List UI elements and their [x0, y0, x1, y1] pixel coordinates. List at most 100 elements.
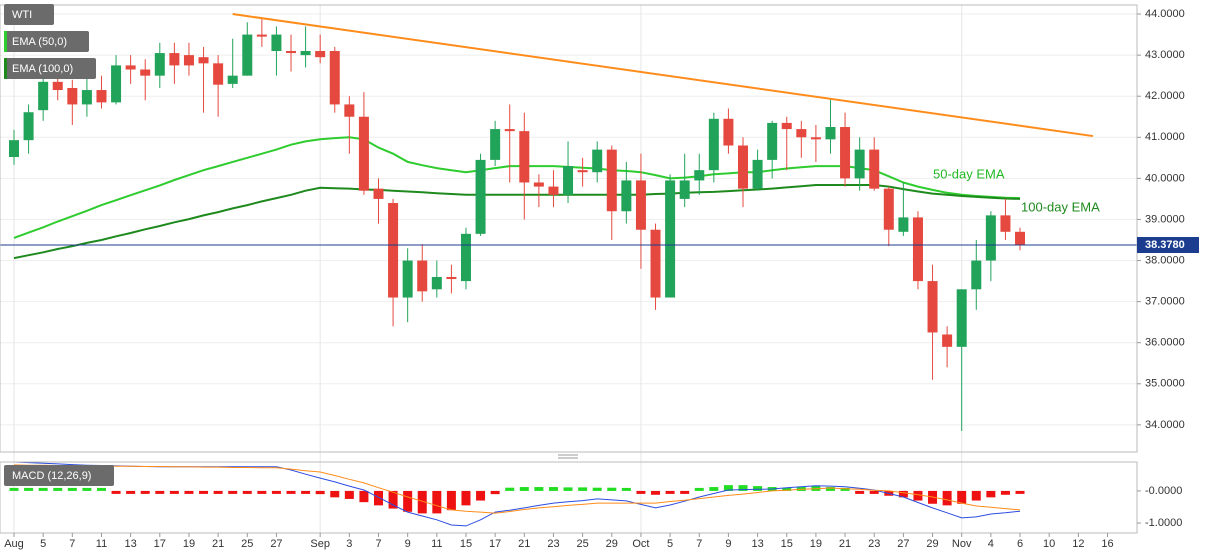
- candle-body: [169, 53, 180, 66]
- candle-body: [67, 87, 78, 105]
- candle-body: [446, 276, 457, 280]
- candle-body: [942, 334, 953, 347]
- x-tick-label: 29: [926, 538, 938, 550]
- histogram-bar: [476, 490, 486, 501]
- candle-body: [256, 34, 267, 37]
- legend-label: EMA (50,0): [12, 36, 67, 48]
- legend-box: [4, 4, 54, 25]
- histogram-bar: [519, 487, 529, 491]
- x-tick-label: 9: [405, 538, 411, 550]
- y-tick-label: 44.0000: [1145, 8, 1185, 20]
- x-tick-label: 19: [183, 538, 195, 550]
- x-tick-label: 13: [125, 538, 137, 550]
- candle-body: [81, 90, 92, 105]
- legend-box: [4, 31, 89, 52]
- candle-body: [183, 55, 194, 66]
- candle-body: [490, 129, 501, 160]
- candle-body: [592, 149, 603, 173]
- candle-body: [329, 51, 340, 105]
- histogram-bar: [957, 490, 967, 504]
- histogram-bar: [446, 490, 456, 511]
- histogram-bar: [82, 487, 92, 491]
- x-tick-label: Oct: [632, 538, 649, 550]
- candle-body: [956, 289, 967, 347]
- candle-body: [927, 281, 938, 333]
- candle-body: [519, 131, 530, 183]
- histogram-bar: [607, 487, 617, 491]
- histogram-bar: [330, 490, 340, 498]
- histogram-bar: [140, 490, 150, 494]
- candle-body: [38, 81, 49, 111]
- candle-body: [796, 129, 807, 138]
- histogram-bar: [913, 490, 923, 501]
- x-tick-label: 15: [460, 538, 472, 550]
- x-tick-label: 11: [96, 538, 107, 550]
- histogram-bar: [257, 490, 267, 494]
- candle-body: [548, 186, 559, 195]
- x-tick-label: 12: [1072, 538, 1084, 550]
- legend-ema50: EMA (50,0): [4, 31, 89, 52]
- histogram-bar: [388, 490, 398, 509]
- candle-body: [300, 51, 311, 56]
- y-tick-label: 38.0000: [1145, 254, 1185, 266]
- histogram-bar: [111, 490, 121, 494]
- candle-body: [533, 182, 544, 187]
- y-tick-label: 34.0000: [1145, 419, 1185, 431]
- last-price-label: 38.3780: [1145, 239, 1185, 251]
- y-tick-label: 39.0000: [1145, 213, 1185, 225]
- candle-body: [358, 116, 369, 191]
- x-tick-label: 23: [547, 538, 559, 550]
- x-tick-label: 3: [346, 538, 352, 550]
- x-tick-label: 16: [1101, 538, 1113, 550]
- histogram-bar: [782, 487, 792, 491]
- x-tick-label: 4: [988, 538, 994, 550]
- candle-body: [840, 127, 851, 179]
- x-tick-label: 7: [696, 538, 702, 550]
- histogram-bar: [694, 487, 704, 491]
- candle-body: [213, 63, 224, 85]
- histogram-bar: [126, 490, 136, 494]
- histogram-bar: [286, 490, 296, 494]
- histogram-bar: [505, 487, 515, 491]
- candle-body: [723, 118, 734, 146]
- candle-body: [417, 260, 428, 292]
- histogram-bar: [738, 485, 748, 491]
- histogram-bar: [578, 487, 588, 491]
- candle-body: [23, 112, 34, 141]
- legend-swatch: [4, 58, 7, 79]
- candle-body: [635, 180, 646, 230]
- histogram-bar: [344, 490, 354, 499]
- macd-frame: [0, 461, 1138, 534]
- candle-body: [242, 34, 253, 76]
- candle-body: [504, 129, 515, 132]
- histogram-bar: [621, 487, 631, 491]
- histogram-bar: [417, 490, 427, 514]
- x-tick-label: 27: [897, 538, 909, 550]
- histogram-bar: [184, 490, 194, 494]
- histogram-bar: [709, 487, 719, 491]
- candle-body: [810, 137, 821, 140]
- marks-layer: [0, 13, 1137, 527]
- candle-body: [898, 217, 909, 232]
- x-tick-label: 5: [667, 538, 673, 550]
- candle-body: [154, 53, 165, 76]
- histogram-bar: [9, 487, 19, 491]
- x-tick-label: 25: [576, 538, 588, 550]
- y-tick-label: 35.0000: [1145, 378, 1185, 390]
- histogram-bar: [199, 490, 209, 494]
- histogram-bar: [213, 490, 223, 494]
- trendline: [232, 13, 1094, 138]
- x-tick-label: 6: [1017, 538, 1023, 550]
- histogram-bar: [359, 490, 369, 503]
- candle-body: [825, 127, 836, 140]
- histogram-bar: [592, 487, 602, 491]
- histogram-bar: [38, 487, 48, 491]
- x-tick-label: 25: [241, 538, 253, 550]
- histogram-bar: [840, 487, 850, 491]
- candle-body: [460, 233, 471, 282]
- x-tick-label: 15: [781, 538, 793, 550]
- candle-body: [431, 276, 442, 290]
- y-tick-label: 40.0000: [1145, 172, 1185, 184]
